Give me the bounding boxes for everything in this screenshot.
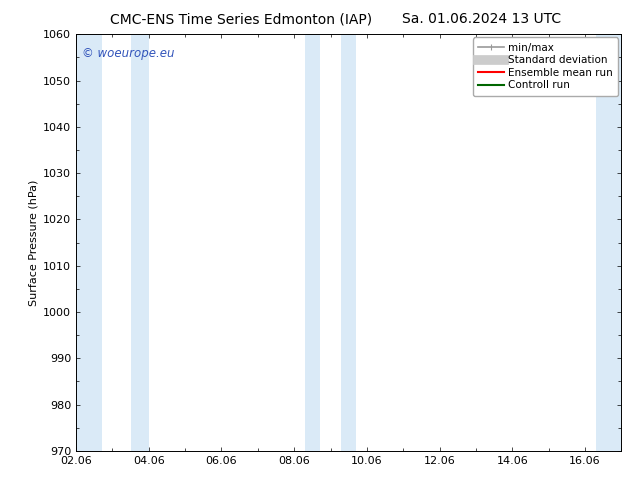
Bar [596, 34, 621, 451]
Bar [305, 34, 320, 451]
Text: Sa. 01.06.2024 13 UTC: Sa. 01.06.2024 13 UTC [403, 12, 561, 26]
Bar [342, 34, 356, 451]
Y-axis label: Surface Pressure (hPa): Surface Pressure (hPa) [29, 179, 39, 306]
Bar [131, 34, 149, 451]
Legend: min/max, Standard deviation, Ensemble mean run, Controll run: min/max, Standard deviation, Ensemble me… [473, 37, 618, 96]
Text: CMC-ENS Time Series Edmonton (IAP): CMC-ENS Time Series Edmonton (IAP) [110, 12, 372, 26]
Bar [76, 34, 101, 451]
Text: © woeurope.eu: © woeurope.eu [82, 47, 174, 60]
